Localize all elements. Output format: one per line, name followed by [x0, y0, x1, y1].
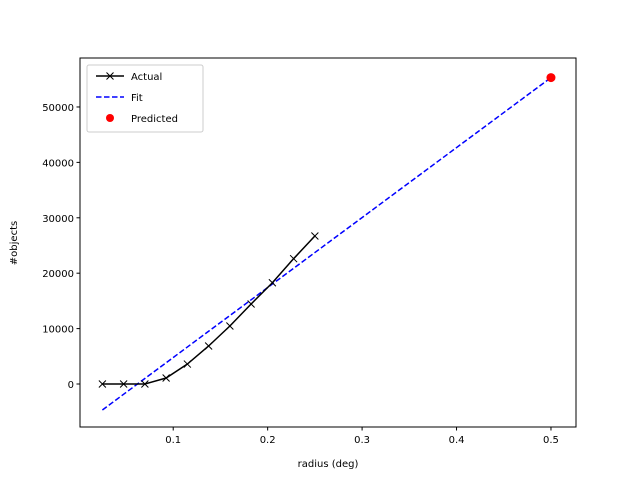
actual-point-marker	[289, 254, 298, 263]
y-tick-label: 50000	[42, 103, 74, 114]
x-tick-label: 0.1	[165, 435, 181, 446]
legend-box	[86, 64, 204, 133]
y-tick-label: 20000	[42, 269, 74, 280]
x-tick-label: 0.3	[354, 435, 370, 446]
fit-line	[101, 77, 552, 411]
legend-actual-label: Actual	[131, 72, 162, 83]
axes-frame	[79, 57, 577, 428]
predicted-point	[546, 73, 556, 83]
y-tick-label: 30000	[42, 214, 74, 225]
legend-actual-marker	[106, 72, 114, 80]
x-axis-label: radius (deg)	[298, 459, 359, 470]
actual-line	[102, 235, 316, 385]
x-tick-label: 0.4	[449, 435, 465, 446]
x-tick-label: 0.5	[543, 435, 559, 446]
actual-point-marker	[98, 380, 107, 388]
x-tick-label: 0.2	[260, 435, 276, 446]
legend: Actual Fit Predicted	[86, 64, 204, 133]
y-axis-label: #objects	[9, 221, 20, 265]
y-tick-label: 0	[68, 380, 74, 391]
legend-fit-label: Fit	[131, 93, 143, 104]
actual-point-marker	[162, 374, 170, 382]
actual-point-marker	[247, 300, 255, 308]
actual-point-marker	[268, 278, 277, 287]
y-tick-label: 10000	[42, 325, 74, 336]
actual-point-marker	[119, 380, 128, 388]
y-tick-label: 40000	[42, 158, 74, 169]
actual-point-marker	[226, 322, 234, 330]
actual-point-marker	[204, 342, 213, 350]
actual-point-marker	[183, 360, 192, 368]
actual-point-marker	[141, 380, 149, 388]
legend-predicted-marker	[106, 114, 114, 122]
legend-predicted-label: Predicted	[131, 114, 178, 125]
actual-point-marker	[311, 232, 319, 240]
